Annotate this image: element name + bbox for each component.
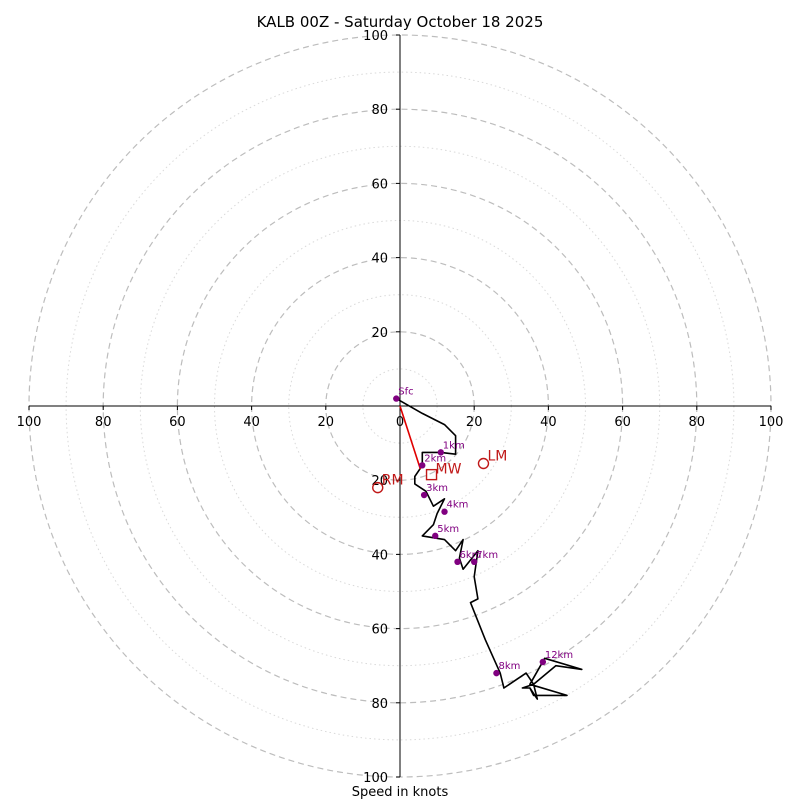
wind-trace-layer <box>395 397 583 700</box>
axis-ticks: 100 80 60 40 20 0 20 40 60 80 100 100 80 60 40 20 20 40 60… <box>17 29 784 786</box>
height-marker-label: 4km <box>447 500 469 511</box>
y-tick-label: 40 <box>371 252 388 267</box>
rm-motion-label: RM <box>382 473 404 489</box>
mean-wind-label: MW <box>436 462 462 478</box>
x-tick-label: 20 <box>466 415 483 430</box>
x-tick-label: 80 <box>689 415 706 430</box>
x-tick-label: 0 <box>396 415 404 430</box>
height-marker-dot <box>454 558 461 566</box>
mean-wind-vector <box>399 405 422 470</box>
y-tick-label: 80 <box>371 697 388 712</box>
x-tick-label: 40 <box>540 415 557 430</box>
storm-motion-layer: LM MW RM <box>372 405 507 494</box>
y-tick-label: 40 <box>371 548 388 563</box>
rm-motion-marker <box>372 481 384 494</box>
x-tick-label: 40 <box>243 415 260 430</box>
height-marker-dot <box>493 669 500 677</box>
y-tick-label: 100 <box>363 29 388 44</box>
mean-wind-marker <box>425 468 438 481</box>
height-marker-dot <box>437 449 445 456</box>
height-marker-dot <box>419 462 426 469</box>
y-tick-label: 100 <box>363 771 388 786</box>
height-marker-label: 3km <box>426 483 448 494</box>
y-tick-label: 60 <box>371 623 388 638</box>
x-tick-label: 100 <box>759 415 784 430</box>
x-tick-label: 80 <box>95 415 112 430</box>
height-marker-label: Sfc <box>398 387 413 398</box>
height-marker-label: 1km <box>443 440 465 451</box>
x-tick-label: 20 <box>318 415 335 430</box>
height-marker-dot <box>420 491 428 499</box>
y-tick-label: 60 <box>371 177 388 192</box>
height-marker-label: 5km <box>437 524 459 535</box>
x-tick-label: 60 <box>169 415 186 430</box>
wind-trace-line <box>395 397 583 700</box>
y-tick-label: 80 <box>371 103 388 118</box>
x-tick-label: 60 <box>614 415 631 430</box>
height-marker-label: 6km <box>460 550 482 561</box>
lm-motion-marker <box>477 457 490 470</box>
height-marker-dot <box>393 395 400 402</box>
height-marker-dot <box>441 508 448 515</box>
height-marker-label: 7km <box>476 550 498 561</box>
lm-motion-label: LM <box>487 449 507 465</box>
x-axis-label: Speed in knots <box>352 785 449 800</box>
height-marker-label: 2km <box>424 453 446 464</box>
y-tick-label: 20 <box>371 326 388 341</box>
height-marker-dot <box>539 658 547 666</box>
chart-title: KALB 00Z - Saturday October 18 2025 <box>257 13 544 31</box>
height-marker-dot <box>432 532 439 540</box>
y-tick-label: 20 <box>371 474 388 489</box>
height-marker-label: 12km <box>545 650 573 661</box>
height-marker-dot <box>471 558 478 566</box>
height-marker-label: 8km <box>498 661 520 672</box>
x-tick-label: 100 <box>17 415 42 430</box>
